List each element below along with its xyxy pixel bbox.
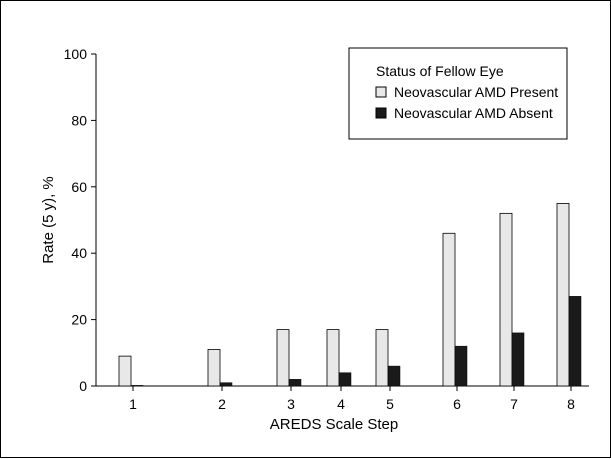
x-tick-label: 7: [510, 396, 518, 412]
bar-absent-3: [288, 379, 302, 387]
bar-present-3: [276, 329, 290, 387]
legend-box: [348, 47, 568, 140]
y-tick-label: 100: [64, 46, 88, 62]
tick-labels: 0 20 40 60 80 100 1 2 3 4 5 6 7 8: [64, 46, 575, 412]
legend-swatch-present: [375, 86, 387, 98]
x-tick-label: 8: [567, 396, 575, 412]
y-tick-label: 40: [71, 245, 87, 261]
x-tick-label: 2: [218, 396, 226, 412]
bar-absent-1: [130, 385, 144, 387]
bar-absent-8: [568, 296, 582, 387]
y-tick-label: 0: [79, 378, 87, 394]
bar-absent-4: [338, 372, 352, 387]
x-tick-label: 6: [453, 396, 461, 412]
y-tick-label: 60: [71, 179, 87, 195]
bar-present-2: [207, 349, 221, 387]
legend: Status of Fellow Eye Neovascular AMD Pre…: [348, 47, 568, 140]
x-tick-label: 1: [129, 396, 137, 412]
bar-present-1: [118, 355, 132, 387]
legend-swatch-absent: [375, 107, 387, 119]
legend-label-present: Neovascular AMD Present: [394, 84, 558, 100]
bar-absent-2: [219, 382, 233, 387]
x-tick-label: 5: [386, 396, 394, 412]
bars: [118, 202, 582, 387]
legend-title: Status of Fellow Eye: [376, 63, 504, 79]
x-tick-label: 4: [337, 396, 345, 412]
bar-absent-7: [511, 332, 525, 387]
bar-present-7: [499, 212, 513, 387]
bar-present-6: [442, 232, 456, 387]
x-tick-label: 3: [287, 396, 295, 412]
y-tick-label: 20: [71, 312, 87, 328]
y-axis-title: Rate (5 y), %: [40, 176, 57, 264]
y-tick-label: 80: [71, 112, 87, 128]
bar-present-5: [375, 329, 389, 387]
x-axis-title: AREDS Scale Step: [270, 416, 398, 433]
legend-label-absent: Neovascular AMD Absent: [394, 105, 553, 121]
bar-present-8: [556, 202, 570, 387]
bar-present-4: [326, 329, 340, 387]
bar-absent-6: [454, 345, 468, 387]
bar-absent-5: [387, 365, 401, 387]
